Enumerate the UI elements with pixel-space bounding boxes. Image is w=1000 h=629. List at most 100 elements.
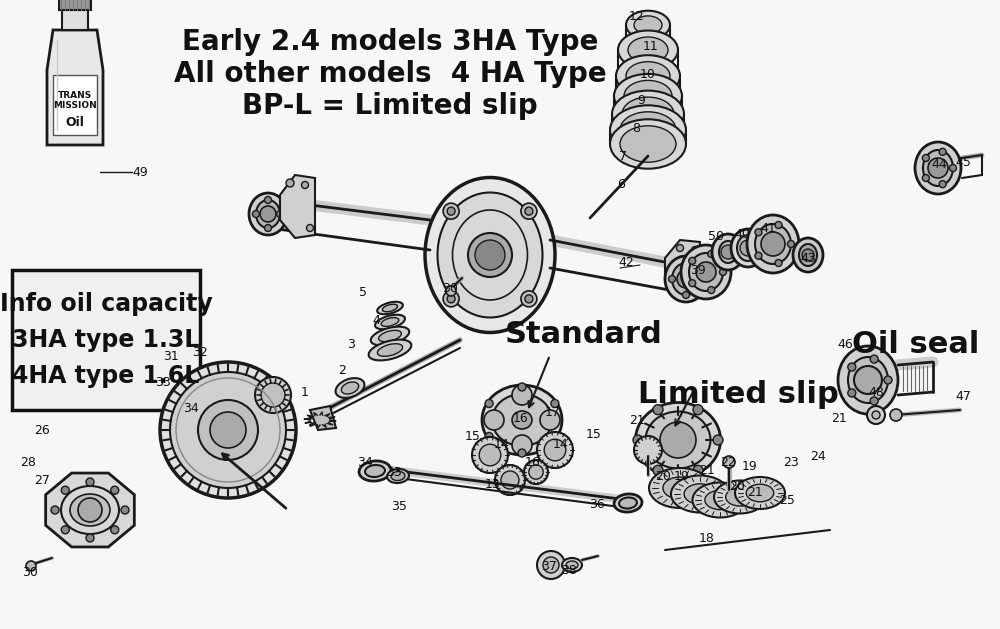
Circle shape xyxy=(788,240,794,247)
Circle shape xyxy=(696,262,716,282)
Circle shape xyxy=(512,435,532,455)
Ellipse shape xyxy=(512,411,532,429)
Circle shape xyxy=(723,456,735,468)
Circle shape xyxy=(276,211,284,218)
Circle shape xyxy=(677,270,695,288)
Ellipse shape xyxy=(566,561,578,569)
Circle shape xyxy=(252,211,260,218)
Text: 40: 40 xyxy=(734,228,750,242)
Ellipse shape xyxy=(620,126,676,162)
Circle shape xyxy=(740,240,756,256)
Circle shape xyxy=(537,551,565,579)
Ellipse shape xyxy=(747,215,799,273)
Circle shape xyxy=(443,203,459,219)
Text: 47: 47 xyxy=(955,391,971,403)
Ellipse shape xyxy=(793,238,823,272)
Ellipse shape xyxy=(665,256,707,302)
Text: 39: 39 xyxy=(690,264,706,277)
Ellipse shape xyxy=(735,477,785,509)
Circle shape xyxy=(692,247,698,253)
Ellipse shape xyxy=(838,346,898,414)
Circle shape xyxy=(653,465,663,476)
Ellipse shape xyxy=(612,91,684,137)
Circle shape xyxy=(939,148,946,155)
Circle shape xyxy=(676,245,684,252)
Ellipse shape xyxy=(492,394,552,446)
Text: 38: 38 xyxy=(561,564,577,577)
Circle shape xyxy=(660,422,696,458)
Circle shape xyxy=(668,276,676,282)
Circle shape xyxy=(950,165,956,172)
Circle shape xyxy=(696,276,704,282)
Text: 25: 25 xyxy=(779,494,795,506)
Bar xyxy=(12,270,200,410)
Polygon shape xyxy=(46,473,134,547)
Polygon shape xyxy=(59,0,91,10)
Circle shape xyxy=(525,207,533,215)
Polygon shape xyxy=(62,10,88,30)
Ellipse shape xyxy=(618,30,678,69)
Circle shape xyxy=(755,252,762,259)
Circle shape xyxy=(682,291,690,299)
Circle shape xyxy=(708,250,715,257)
Circle shape xyxy=(922,174,929,182)
Ellipse shape xyxy=(636,403,720,477)
Circle shape xyxy=(446,286,456,296)
Text: 1: 1 xyxy=(301,386,309,399)
Circle shape xyxy=(468,233,512,277)
Ellipse shape xyxy=(387,469,409,483)
Circle shape xyxy=(708,287,715,294)
Text: 46: 46 xyxy=(837,338,853,352)
Circle shape xyxy=(518,449,526,457)
Text: 41: 41 xyxy=(760,221,776,235)
Ellipse shape xyxy=(616,55,680,97)
Circle shape xyxy=(198,400,258,460)
Ellipse shape xyxy=(377,343,403,356)
Text: 15: 15 xyxy=(465,430,481,443)
Circle shape xyxy=(775,221,782,228)
Ellipse shape xyxy=(626,11,670,39)
Circle shape xyxy=(544,439,566,461)
Text: 8: 8 xyxy=(632,121,640,135)
Ellipse shape xyxy=(681,245,731,299)
Text: 30: 30 xyxy=(22,565,38,579)
Text: 21: 21 xyxy=(831,411,847,425)
Text: 13: 13 xyxy=(485,477,501,491)
Circle shape xyxy=(210,412,246,448)
Ellipse shape xyxy=(381,318,399,326)
Circle shape xyxy=(111,526,119,534)
Text: 3: 3 xyxy=(347,338,355,352)
Circle shape xyxy=(306,225,314,231)
Ellipse shape xyxy=(341,382,359,394)
Text: 4HA type 1.6L: 4HA type 1.6L xyxy=(12,364,200,388)
Ellipse shape xyxy=(619,498,637,508)
Circle shape xyxy=(761,232,785,256)
Text: 7: 7 xyxy=(619,150,627,164)
Text: 33: 33 xyxy=(155,377,171,389)
Ellipse shape xyxy=(256,200,280,228)
Circle shape xyxy=(484,410,504,430)
Ellipse shape xyxy=(726,488,754,506)
Circle shape xyxy=(170,372,286,488)
Circle shape xyxy=(653,404,663,415)
Text: 44: 44 xyxy=(931,159,947,172)
Text: 22: 22 xyxy=(720,455,736,469)
Ellipse shape xyxy=(438,192,542,318)
Text: All other models  4 HA Type: All other models 4 HA Type xyxy=(174,60,606,88)
Circle shape xyxy=(521,203,537,219)
Ellipse shape xyxy=(614,494,642,512)
Text: 10: 10 xyxy=(640,67,656,81)
Circle shape xyxy=(867,406,885,424)
Circle shape xyxy=(551,399,559,408)
Circle shape xyxy=(86,534,94,542)
Text: 33: 33 xyxy=(386,465,402,479)
Polygon shape xyxy=(665,240,700,297)
Text: 15: 15 xyxy=(586,428,602,442)
Ellipse shape xyxy=(610,105,686,155)
Circle shape xyxy=(721,245,735,259)
Text: Info oil capacity: Info oil capacity xyxy=(0,292,212,316)
Circle shape xyxy=(447,295,455,303)
Circle shape xyxy=(26,561,36,571)
Circle shape xyxy=(848,363,856,371)
Text: 23: 23 xyxy=(783,455,799,469)
